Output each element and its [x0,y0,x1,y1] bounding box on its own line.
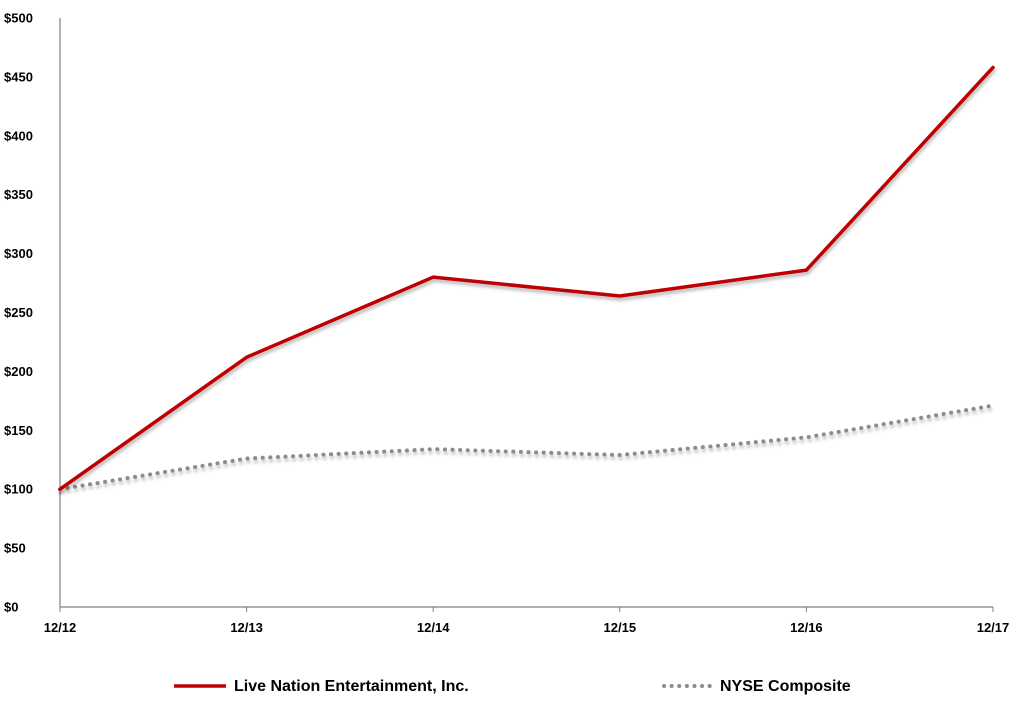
data-point [245,457,249,461]
y-tick-label: $350 [4,187,33,202]
axes [59,18,993,608]
data-point [618,294,622,298]
data-point [804,435,808,439]
y-tick-label: $0 [4,600,18,615]
x-tick-label: 12/14 [417,620,450,635]
data-point [245,355,249,359]
series-layer [58,65,995,492]
legend-label: NYSE Composite [720,678,851,695]
y-axis-ticks: $0 $50 $100 $150 $200 $250 $300 $350 $400 $450 $50… [4,11,33,615]
y-tick-label: $400 [4,128,33,143]
x-tick-label: 12/15 [604,620,637,635]
data-point [58,487,62,491]
y-tick-label: $250 [4,305,33,320]
y-tick-label: $50 [4,541,26,556]
data-point [804,268,808,272]
series-line-live-nation [58,65,995,491]
x-tick-label: 12/13 [230,620,263,635]
data-point [618,453,622,457]
y-tick-label: $200 [4,364,33,379]
series-line-nyse-composite [58,403,995,492]
x-axis-ticks: 12/12 12/13 12/14 12/15 12/16 12/17 [44,607,1010,635]
y-tick-label: $100 [4,482,33,497]
y-tick-label: $300 [4,246,33,261]
y-tick-label: $450 [4,69,33,84]
y-tick-label: $500 [4,11,33,26]
data-point [431,275,435,279]
data-point [431,447,435,451]
data-point [991,65,995,69]
legend: Live Nation Entertainment, Inc. NYSE Comp… [174,678,851,695]
x-tick-label: 12/12 [44,620,77,635]
legend-label: Live Nation Entertainment, Inc. [234,678,469,695]
x-tick-label: 12/16 [790,620,823,635]
data-point [991,404,995,408]
x-tick-label: 12/17 [977,620,1010,635]
y-tick-label: $150 [4,423,33,438]
